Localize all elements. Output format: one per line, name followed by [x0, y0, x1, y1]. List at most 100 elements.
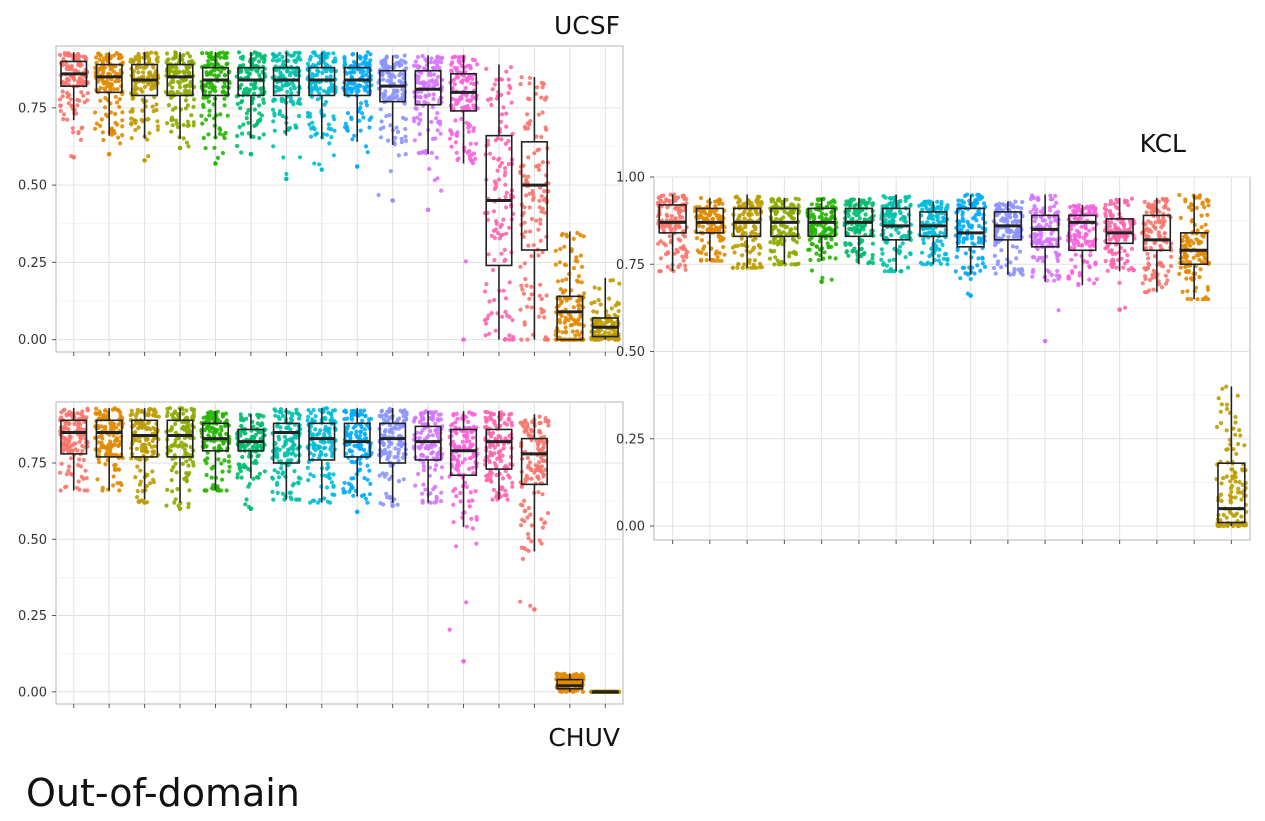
data-point [296, 113, 302, 119]
data-point [203, 117, 209, 122]
data-point [496, 157, 501, 162]
data-point [184, 140, 189, 145]
data-point [421, 464, 426, 469]
data-point [733, 195, 738, 200]
outlier-point [71, 154, 77, 160]
data-point [468, 123, 473, 128]
data-point [575, 299, 580, 304]
data-point [560, 278, 565, 283]
data-point [218, 425, 224, 430]
data-point [538, 185, 543, 190]
data-point [599, 320, 604, 325]
data-point [182, 447, 187, 452]
data-point [527, 191, 532, 196]
data-point [592, 285, 597, 290]
data-point [364, 99, 369, 104]
data-point [363, 413, 368, 418]
data-point [324, 62, 329, 68]
data-point [185, 119, 190, 124]
data-point [523, 229, 528, 234]
data-point [252, 107, 257, 112]
data-point [497, 164, 502, 169]
data-point [579, 672, 585, 677]
data-point [317, 61, 322, 66]
data-point [77, 439, 82, 445]
data-point [400, 455, 405, 460]
data-point [605, 319, 611, 324]
data-point [456, 453, 462, 459]
y-tick-label: 1.00 [616, 171, 645, 186]
data-point [576, 303, 581, 308]
data-point [186, 123, 191, 128]
data-point [75, 411, 80, 416]
data-point [528, 119, 533, 124]
data-point [663, 252, 669, 257]
data-point [150, 438, 155, 444]
y-tick-label: 0.50 [18, 179, 47, 194]
data-point [119, 415, 125, 420]
data-point [473, 489, 478, 494]
data-point [431, 92, 436, 97]
data-point [136, 70, 141, 75]
data-point [574, 329, 580, 334]
data-point [61, 447, 66, 452]
data-point [452, 54, 457, 60]
data-point [755, 212, 760, 217]
data-point [93, 110, 98, 115]
data-point [741, 204, 746, 209]
data-point [574, 255, 579, 260]
data-point [142, 84, 147, 90]
data-point [289, 53, 294, 59]
data-point [350, 137, 355, 142]
data-point [310, 432, 316, 437]
data-point [364, 72, 369, 77]
data-point [217, 443, 222, 448]
data-point [222, 103, 227, 108]
data-point [388, 74, 393, 79]
data-point [564, 234, 570, 239]
data-point [297, 97, 302, 102]
data-point [256, 59, 262, 64]
data-point [381, 64, 386, 69]
data-point [504, 422, 510, 427]
data-point [259, 86, 264, 91]
data-point [343, 121, 348, 126]
data-point [146, 413, 151, 418]
data-point [329, 135, 334, 140]
data-point [428, 500, 433, 505]
data-point [133, 120, 138, 125]
data-point [451, 454, 456, 459]
data-point [674, 247, 679, 252]
data-point [187, 470, 192, 476]
data-point [317, 162, 322, 167]
data-point [709, 208, 714, 213]
data-point [718, 198, 723, 203]
data-point [403, 138, 409, 143]
data-point [730, 265, 736, 270]
data-point [536, 490, 541, 495]
data-point [388, 123, 393, 128]
data-point [174, 470, 179, 475]
data-point [495, 442, 501, 447]
data-point [294, 410, 299, 416]
data-point [293, 453, 298, 458]
data-point [486, 313, 491, 318]
data-point [331, 483, 336, 489]
data-point [563, 325, 568, 330]
data-point [468, 66, 473, 71]
data-point [176, 70, 181, 75]
data-point [220, 150, 225, 156]
data-point [138, 468, 143, 473]
data-point [505, 497, 510, 502]
y-tick-label: 0.25 [18, 609, 47, 624]
data-point [272, 468, 277, 473]
data-point [396, 97, 401, 102]
data-point [470, 76, 475, 81]
data-point [66, 427, 71, 432]
data-point [94, 121, 99, 126]
data-point [261, 97, 266, 102]
data-point [313, 63, 319, 68]
data-point [541, 472, 547, 477]
data-point [357, 118, 362, 123]
y-tick-label: 0.50 [616, 345, 645, 360]
